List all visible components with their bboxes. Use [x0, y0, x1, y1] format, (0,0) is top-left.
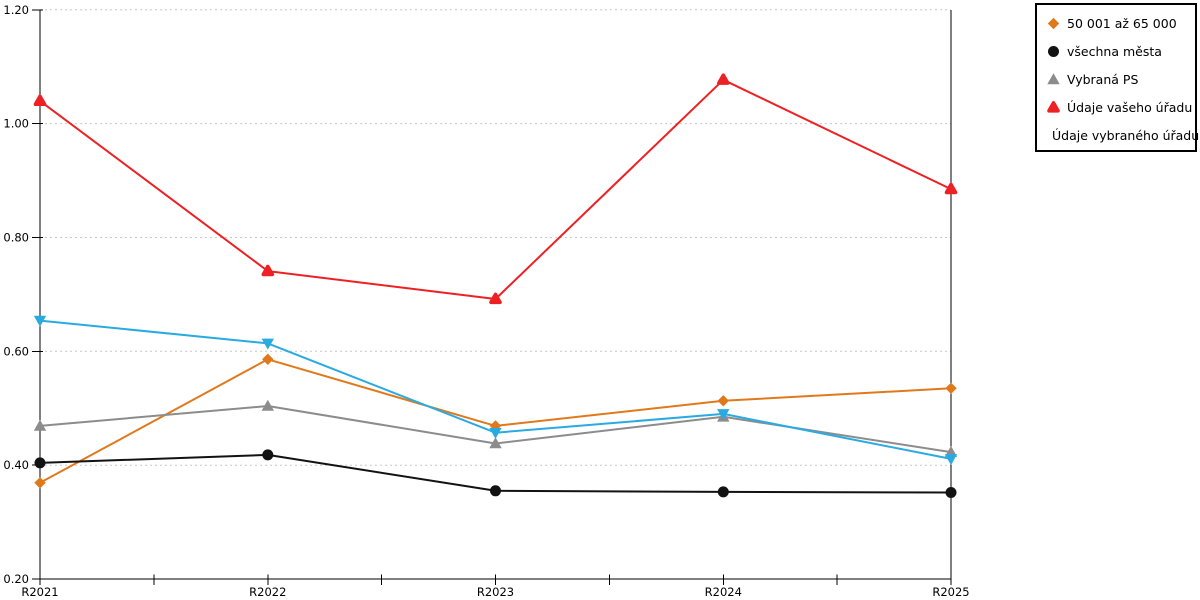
- legend-item-label: všechna města: [1067, 43, 1162, 59]
- y-tick-label: 1.00: [3, 117, 29, 131]
- data-point-marker-triangle-up-rounded: [1047, 101, 1060, 113]
- data-point-marker-triangle-down: [261, 338, 274, 350]
- data-point-marker-circle: [262, 449, 274, 461]
- data-point-marker-triangle-up-rounded: [489, 292, 502, 305]
- data-point-marker-diamond: [717, 395, 729, 407]
- data-point-marker-triangle-down: [33, 315, 47, 327]
- legend-marker-circle: [1048, 45, 1059, 57]
- legend-item-label: Údaje vybraného úřadu: [1052, 128, 1200, 144]
- data-point-marker-circle: [1048, 45, 1059, 57]
- data-point-marker-triangle-down: [717, 409, 730, 421]
- series-0: [34, 353, 957, 489]
- data-point-marker-circle: [490, 485, 501, 497]
- y-tick-label: 0.40: [3, 458, 29, 472]
- data-point-marker-triangle-up-rounded: [944, 182, 958, 195]
- y-tick-label: 0.80: [3, 231, 29, 245]
- legend-marker-triangle-up: [1047, 73, 1060, 85]
- legend-marker-diamond: [1047, 17, 1060, 29]
- data-point-marker-triangle-up-rounded: [33, 94, 47, 106]
- y-tick-label: 0.60: [3, 344, 29, 358]
- series-1: [34, 449, 957, 498]
- y-tick-label: 0.20: [3, 572, 29, 586]
- data-point-marker-circle: [945, 487, 957, 498]
- data-point-marker-triangle-up: [261, 399, 274, 411]
- data-point-marker-triangle-up-rounded: [261, 264, 275, 277]
- data-point-marker-triangle-up: [33, 419, 47, 431]
- series-3: [33, 73, 958, 305]
- x-tick-label: R2022: [249, 585, 286, 599]
- data-point-marker-triangle-up: [1047, 73, 1060, 85]
- data-point-marker-diamond: [945, 382, 957, 394]
- legend-item-label: Vybraná PS: [1067, 71, 1139, 87]
- legend-item-label: 50 001 až 65 000: [1067, 15, 1177, 31]
- legend-item: Vybraná PS: [1046, 65, 1195, 93]
- legend-marker-triangle-up-rounded: [1047, 101, 1060, 113]
- x-tick-label: R2021: [21, 585, 58, 599]
- legend-item: 50 001 až 65 000: [1046, 9, 1195, 37]
- series-4: [33, 315, 958, 466]
- x-tick-label: R2023: [477, 585, 514, 599]
- data-point-marker-triangle-down: [489, 427, 502, 439]
- legend-item-label: Údaje vašeho úřadu: [1067, 100, 1193, 116]
- data-point-marker-diamond: [1047, 17, 1060, 29]
- legend-item: všechna města: [1046, 37, 1195, 65]
- data-point-marker-circle: [34, 457, 46, 469]
- y-tick-label: 1.20: [3, 3, 29, 17]
- data-point-marker-triangle-down: [944, 454, 958, 466]
- data-point-marker-triangle-up: [489, 437, 502, 449]
- x-tick-label: R2024: [705, 585, 742, 599]
- data-point-marker-circle: [717, 486, 729, 498]
- legend-item: Údaje vybraného úřadu: [1046, 122, 1199, 150]
- data-point-marker-diamond: [34, 477, 46, 489]
- series-line: [39, 78, 952, 300]
- x-tick-label: R2025: [932, 585, 969, 599]
- legend-item: Údaje vašeho úřadu: [1046, 94, 1195, 122]
- legend: 50 001 až 65 000 všechna města Vybraná PS Ú…: [1035, 3, 1199, 152]
- data-point-marker-diamond: [262, 353, 274, 365]
- data-point-marker-triangle-up-rounded: [717, 73, 730, 85]
